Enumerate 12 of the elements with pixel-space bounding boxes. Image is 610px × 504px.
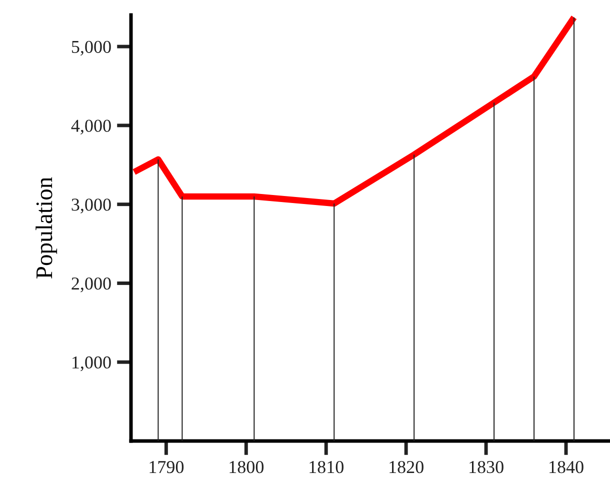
x-tick-label: 1790: [150, 460, 184, 474]
y-tick-label: 1,000: [72, 356, 111, 372]
y-tick-label: 3,000: [72, 198, 111, 214]
y-axis-title: Population: [36, 177, 58, 278]
x-tick-label: 1840: [550, 460, 584, 474]
y-tick-label: 5,000: [72, 40, 111, 56]
x-tick-label: 1800: [230, 460, 264, 474]
y-tick-label: 4,000: [71, 120, 111, 134]
x-tick-label: 1820: [390, 460, 424, 474]
x-tick-label: 1830: [470, 460, 504, 474]
y-tick-label: 2,000: [72, 277, 111, 292]
x-tick-label: 1810: [310, 460, 344, 474]
